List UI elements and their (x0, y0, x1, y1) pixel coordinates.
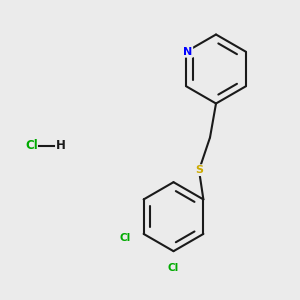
Text: H: H (56, 139, 65, 152)
Text: Cl: Cl (168, 263, 179, 273)
Text: N: N (183, 47, 192, 57)
Text: Cl: Cl (120, 233, 131, 243)
Text: S: S (195, 165, 203, 175)
Text: Cl: Cl (26, 139, 38, 152)
